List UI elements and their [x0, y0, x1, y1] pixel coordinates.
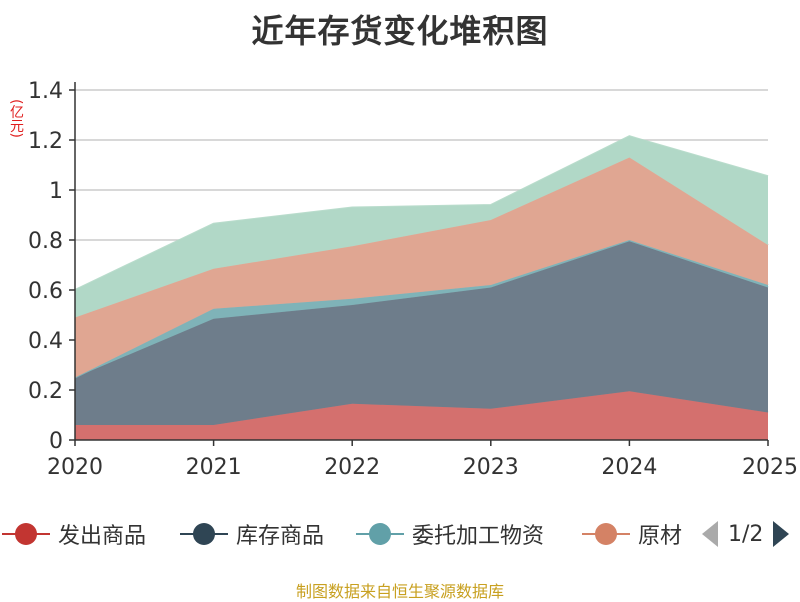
chart-title: 近年存货变化堆积图 — [251, 12, 549, 50]
legend-marker-icon — [2, 523, 50, 545]
x-tick-label: 2025 — [742, 455, 798, 480]
legend-item[interactable]: 库存商品 — [178, 512, 324, 556]
legend-next-page-icon[interactable] — [771, 519, 791, 549]
area-series-0 — [75, 391, 768, 440]
y-tick-label: 0 — [49, 429, 63, 454]
y-axis-unit-label: (亿元) — [8, 98, 24, 138]
y-tick-label: 1.4 — [28, 79, 63, 104]
legend-pager: 1/2 — [700, 512, 791, 556]
chart-plot: 0 0.2 0.4 0.6 0.8 1 1.2 1.4 2020 2021 2022 2023 2024… — [28, 79, 798, 480]
x-tick-label: 2023 — [463, 455, 519, 480]
legend-prev-page-icon[interactable] — [700, 519, 720, 549]
area-series-line-4 — [74, 135, 769, 291]
legend-item[interactable]: 原材 — [580, 512, 682, 556]
area-series-1 — [75, 241, 768, 425]
legend-label: 原材 — [638, 524, 683, 549]
legend-item[interactable]: 发出商品 — [0, 512, 146, 556]
x-tick-label: 2020 — [47, 455, 103, 480]
legend-label: 发出商品 — [58, 524, 147, 549]
y-tick-label: 0.4 — [28, 329, 63, 354]
data-source-footer: 制图数据来自恒生聚源数据库 — [295, 582, 504, 601]
y-tick-label: 1 — [49, 179, 63, 204]
legend-marker-icon — [356, 523, 404, 545]
legend-item[interactable]: 委托加工物资 — [354, 512, 544, 556]
y-tick-label: 0.8 — [28, 229, 63, 254]
area-series-4 — [75, 136, 768, 318]
y-tick-label: 0.6 — [28, 279, 63, 304]
x-tick-label: 2024 — [601, 455, 657, 480]
legend-marker-icon — [582, 523, 630, 545]
legend-label: 委托加工物资 — [412, 524, 545, 549]
y-tick-label: 0.2 — [28, 379, 63, 404]
legend-label: 库存商品 — [236, 524, 325, 549]
x-tick-label: 2021 — [186, 455, 242, 480]
legend-marker-icon — [180, 523, 228, 545]
chart-legend: 1/2 发出商品 库存商品 委托加工物资 原材 — [0, 512, 800, 556]
legend-page-indicator: 1/2 — [728, 521, 764, 547]
x-tick-label: 2022 — [324, 455, 380, 480]
area-series-3 — [75, 157, 768, 378]
y-tick-label: 1.2 — [28, 129, 63, 154]
